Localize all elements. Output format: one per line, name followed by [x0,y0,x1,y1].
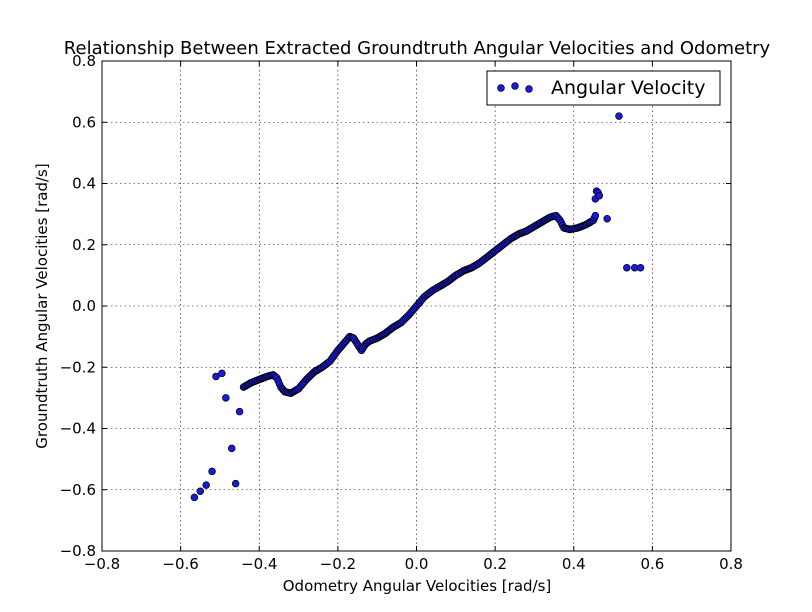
data-point [591,211,600,220]
data-points [190,112,645,502]
chart-title: Relationship Between Extracted Groundtru… [64,38,771,59]
x-tick-label: −0.8 [84,555,120,573]
data-point [603,214,611,223]
data-point [202,481,210,489]
legend-marker [511,82,519,90]
x-tick-label: −0.2 [320,555,356,573]
y-tick-label: 0.0 [72,297,96,315]
data-point [218,369,226,378]
data-point [227,444,236,453]
data-point [595,192,604,200]
x-tick-label: −0.4 [241,555,277,573]
data-point [222,394,230,402]
x-tick-label: 0.0 [405,555,429,573]
y-tick-label: 0.4 [72,175,96,193]
x-tick-label: 0.2 [483,555,507,573]
legend-label: Angular Velocity [551,77,705,99]
y-tick-label: −0.6 [60,481,96,499]
x-tick-label: 0.4 [562,555,586,573]
data-point [208,467,216,476]
x-tick-label: 0.8 [719,555,743,573]
data-point [615,112,623,120]
data-point [212,372,220,381]
data-point [231,479,240,488]
x-axis-label: Odometry Angular Velocities [rad/s] [283,577,552,595]
data-point [235,407,244,416]
y-tick-label: 0.6 [72,113,96,131]
legend-marker [525,85,533,93]
x-tick-label: 0.6 [640,555,664,573]
y-tick-label: 0.8 [72,52,96,70]
legend-marker [497,84,505,92]
y-tick-label: −0.8 [60,542,96,560]
y-tick-label: 0.2 [72,236,96,254]
data-point [196,487,205,496]
y-tick-label: −0.2 [60,358,96,376]
x-tick-label: −0.6 [162,555,198,573]
data-point [636,263,645,272]
data-point [190,493,199,502]
y-axis-label: Groundtruth Angular Velocities [rad/s] [33,163,51,448]
data-point [623,263,631,272]
y-tick-label: −0.4 [60,420,96,438]
axis-ticks: −0.8 −0.6 −0.4 −0.2 0.0 0.2 0.4 0.6 0.8 −0.8 −0.6 −… [60,52,743,573]
legend: Angular Velocity [486,70,721,106]
grid-lines [102,61,731,551]
